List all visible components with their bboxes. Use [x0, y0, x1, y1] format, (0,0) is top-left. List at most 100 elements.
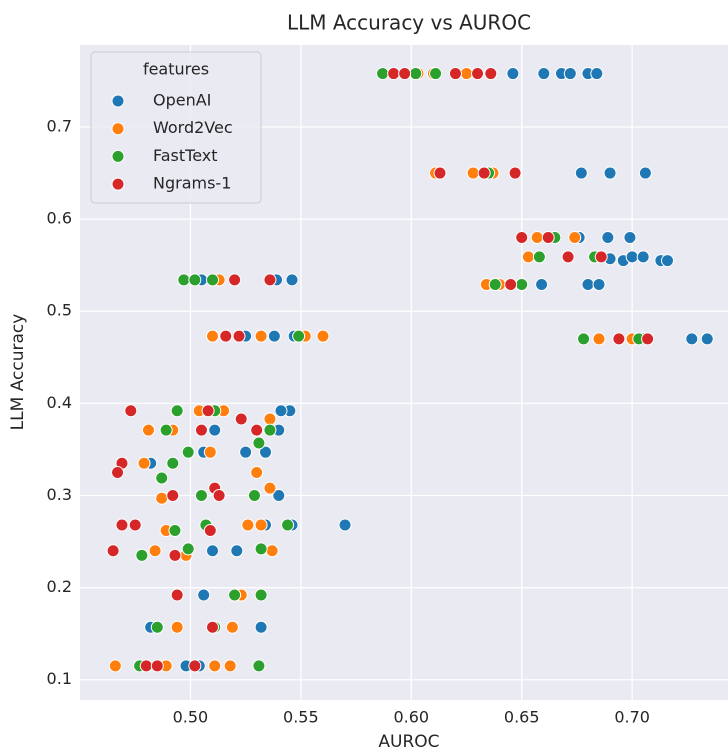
- point: [592, 332, 606, 346]
- point: [292, 329, 306, 343]
- point: [263, 481, 277, 495]
- point: [660, 254, 674, 268]
- point: [247, 488, 261, 502]
- point: [460, 67, 474, 81]
- point: [206, 544, 220, 558]
- point: [581, 278, 595, 292]
- legend-marker: [111, 149, 125, 163]
- point: [206, 273, 220, 287]
- point: [177, 273, 191, 287]
- point: [636, 250, 650, 264]
- y-tick-label: 0.7: [47, 116, 72, 135]
- legend-title: features: [143, 60, 209, 79]
- x-tick-label: 0.65: [504, 708, 540, 727]
- point: [141, 423, 155, 437]
- point: [212, 488, 226, 502]
- point: [108, 659, 122, 673]
- point: [181, 445, 195, 459]
- point: [448, 67, 462, 81]
- point: [155, 471, 169, 485]
- point: [241, 518, 255, 532]
- y-tick-label: 0.3: [47, 485, 72, 504]
- point: [203, 523, 217, 537]
- point: [150, 659, 164, 673]
- point: [638, 166, 652, 180]
- point: [170, 404, 184, 418]
- point: [206, 620, 220, 634]
- point: [521, 250, 535, 264]
- point: [515, 231, 529, 245]
- point: [484, 67, 498, 81]
- point: [225, 620, 239, 634]
- point: [239, 445, 253, 459]
- legend-marker: [111, 177, 125, 191]
- point: [272, 488, 286, 502]
- point: [111, 465, 125, 479]
- point: [316, 329, 330, 343]
- point: [168, 548, 182, 562]
- point: [234, 412, 248, 426]
- legend-label: OpenAI: [153, 91, 211, 110]
- y-tick-label: 0.6: [47, 209, 72, 228]
- point: [201, 404, 215, 418]
- point: [208, 423, 222, 437]
- point: [197, 588, 211, 602]
- point: [267, 329, 281, 343]
- y-axis-label: LLM Accuracy: [8, 314, 28, 431]
- point: [230, 544, 244, 558]
- x-axis-label: AUROC: [378, 732, 439, 752]
- point: [250, 423, 264, 437]
- point: [338, 518, 352, 532]
- point: [568, 231, 582, 245]
- point: [263, 423, 277, 437]
- point: [387, 67, 401, 81]
- point: [398, 67, 412, 81]
- y-tick-label: 0.1: [47, 669, 72, 688]
- point: [281, 518, 295, 532]
- point: [128, 518, 142, 532]
- point: [194, 423, 208, 437]
- point: [170, 620, 184, 634]
- point: [506, 67, 520, 81]
- point: [433, 166, 447, 180]
- legend: features OpenAI Word2Vec FastText Ngrams-1: [90, 51, 262, 204]
- point: [685, 332, 699, 346]
- point: [181, 542, 195, 556]
- x-tick-label: 0.50: [173, 708, 209, 727]
- chart-title: LLM Accuracy vs AUROC: [287, 11, 531, 35]
- point: [150, 620, 164, 634]
- point: [263, 273, 277, 287]
- point: [170, 588, 184, 602]
- point: [574, 166, 588, 180]
- point: [252, 659, 266, 673]
- point: [466, 166, 480, 180]
- point: [135, 548, 149, 562]
- point: [376, 67, 390, 81]
- point: [159, 423, 173, 437]
- point: [168, 523, 182, 537]
- y-tick-label: 0.2: [47, 577, 72, 596]
- point: [625, 250, 639, 264]
- point: [263, 412, 277, 426]
- point: [254, 542, 268, 556]
- point: [115, 518, 129, 532]
- legend-marker: [111, 94, 125, 108]
- point: [537, 67, 551, 81]
- point: [471, 67, 485, 81]
- point: [508, 166, 522, 180]
- legend-marker: [111, 122, 125, 136]
- point: [504, 278, 518, 292]
- point: [541, 231, 555, 245]
- point: [477, 166, 491, 180]
- point: [530, 231, 544, 245]
- point: [594, 250, 608, 264]
- point: [532, 250, 546, 264]
- point: [409, 67, 423, 81]
- y-tick-label: 0.5: [47, 301, 72, 320]
- point: [535, 278, 549, 292]
- point: [137, 456, 151, 470]
- point: [106, 544, 120, 558]
- point: [203, 445, 217, 459]
- point: [563, 67, 577, 81]
